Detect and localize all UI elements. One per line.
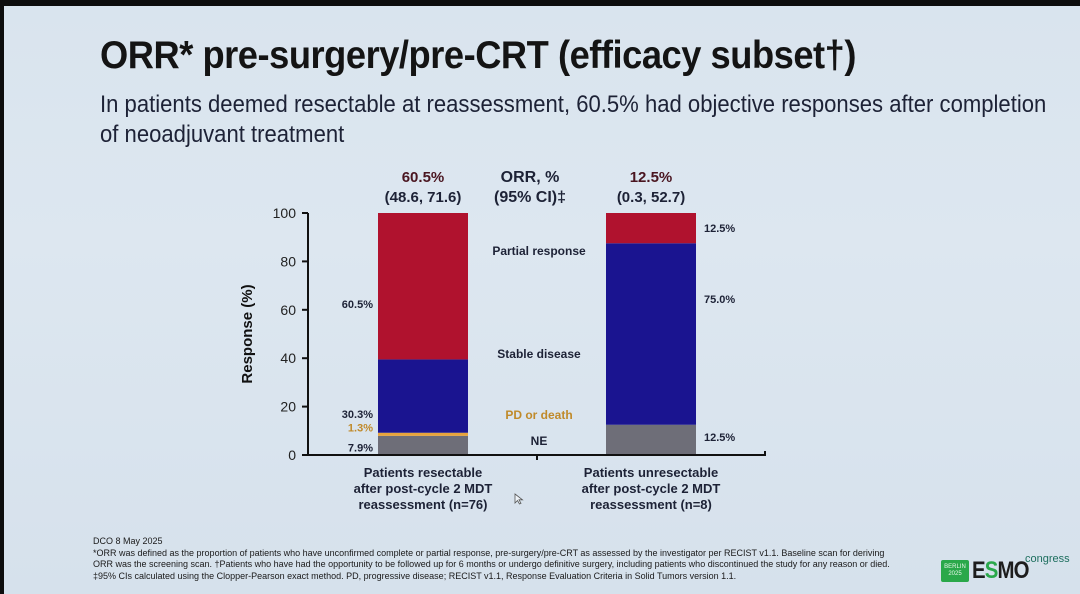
bar-segment-stable-disease bbox=[378, 359, 468, 433]
logo-brand: ESMO bbox=[972, 557, 1030, 584]
y-tick-label: 80 bbox=[280, 253, 296, 269]
x-category-label: after post-cycle 2 MDT bbox=[582, 481, 721, 496]
segment-data-label: 12.5% bbox=[704, 432, 735, 444]
y-tick-label: 40 bbox=[280, 350, 296, 366]
bar-segment-partial-response bbox=[378, 213, 468, 360]
footnotes: DCO 8 May 2025 *ORR was defined as the p… bbox=[93, 536, 943, 582]
esmo-congress-logo: BERLIN 2025 ESMO congress bbox=[941, 553, 1070, 584]
legend-label: PD or death bbox=[505, 408, 572, 422]
footnote-ci-method: ‡95% CIs calculated using the Clopper-Pe… bbox=[93, 570, 737, 581]
logo-badge: BERLIN 2025 bbox=[941, 560, 969, 582]
slide: ORR* pre-surgery/pre-CRT (efficacy subse… bbox=[4, 6, 1080, 594]
logo-brand-mo: MO bbox=[997, 557, 1030, 584]
footnote-dco: DCO 8 May 2025 bbox=[93, 536, 163, 546]
orr-ci-label: (48.6, 71.6) bbox=[385, 189, 462, 206]
slide-title: ORR* pre-surgery/pre-CRT (efficacy subse… bbox=[100, 34, 856, 77]
slide-subtitle: In patients deemed resectable at reasses… bbox=[100, 91, 1047, 148]
segment-data-label: 1.3% bbox=[348, 423, 373, 435]
y-axis-label: Response (%) bbox=[239, 284, 256, 383]
orr-header: ORR, % bbox=[501, 169, 560, 186]
x-category-label: Patients unresectable bbox=[584, 465, 718, 480]
segment-data-label: 12.5% bbox=[704, 223, 735, 235]
segment-data-label: 30.3% bbox=[342, 409, 373, 421]
x-category-label: reassessment (n=76) bbox=[359, 497, 488, 512]
orr-value-label: 12.5% bbox=[630, 169, 673, 186]
bar-segment-ne bbox=[378, 435, 468, 455]
orr-ci-label: (0.3, 52.7) bbox=[617, 189, 685, 206]
bar-segment-ne bbox=[606, 424, 696, 455]
logo-badge-year: 2025 bbox=[948, 571, 962, 577]
bar-segment-pd-or-death bbox=[378, 432, 468, 436]
bar-segment-stable-disease bbox=[606, 243, 696, 425]
logo-brand-e: E bbox=[972, 557, 986, 584]
mouse-cursor-icon bbox=[514, 493, 524, 505]
logo-badge-city: BERLIN bbox=[944, 564, 966, 570]
logo-brand-s: S bbox=[984, 557, 999, 584]
y-tick-label: 20 bbox=[280, 399, 296, 415]
segment-data-label: 75.0% bbox=[704, 294, 735, 306]
x-category-label: reassessment (n=8) bbox=[590, 497, 712, 512]
y-tick-label: 0 bbox=[288, 447, 296, 463]
legend-label: Partial response bbox=[492, 244, 586, 258]
legend-label: Stable disease bbox=[497, 347, 581, 361]
footnote-orr-definition: *ORR was defined as the proportion of pa… bbox=[93, 547, 885, 558]
segment-data-label: 7.9% bbox=[348, 442, 373, 454]
y-tick-label: 100 bbox=[273, 205, 297, 221]
legend-label: NE bbox=[531, 434, 548, 448]
y-tick-label: 60 bbox=[280, 302, 296, 318]
bar-segment-partial-response bbox=[606, 213, 696, 244]
x-category-label: Patients resectable bbox=[364, 465, 483, 480]
orr-header-ci: (95% CI)‡ bbox=[494, 189, 566, 206]
orr-value-label: 60.5% bbox=[402, 169, 445, 186]
logo-congress-text: congress bbox=[1025, 553, 1070, 565]
segment-data-label: 60.5% bbox=[342, 299, 373, 311]
footnote-efficacy-subset: ORR was the screening scan. †Patients wh… bbox=[93, 559, 890, 569]
x-category-label: after post-cycle 2 MDT bbox=[354, 481, 493, 496]
